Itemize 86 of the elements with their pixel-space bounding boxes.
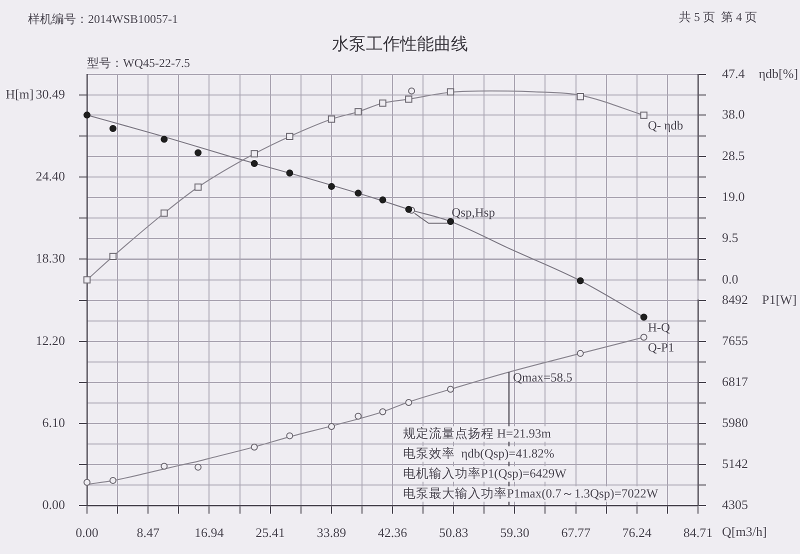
x-tick-label: 16.94 [194, 524, 224, 540]
x-tick-label: 0.00 [76, 524, 98, 540]
y2-tick-label: 47.4 [722, 66, 746, 81]
point [160, 136, 168, 143]
point [160, 462, 168, 470]
y-axis-title: H[m] [6, 86, 34, 102]
point [447, 386, 454, 393]
y3-tick-label: 7655 [722, 332, 748, 348]
chart-subtitle: 型号：WQ45-22-7.5 [87, 56, 190, 70]
annotation: 规定流量点扬程 H=21.93m [402, 425, 552, 440]
y-tick-label: 6.10 [42, 414, 65, 430]
point [286, 432, 294, 440]
series-label: H-Q [648, 320, 670, 334]
chart-title: 水泵工作性能曲线 [332, 34, 468, 54]
point [576, 277, 584, 284]
x-tick-label: 33.89 [316, 524, 346, 540]
point [379, 408, 386, 416]
y-tick-label: 12.20 [36, 332, 65, 348]
x-tick-label: 59.30 [500, 524, 530, 540]
point [328, 182, 336, 190]
point [109, 125, 116, 132]
point [640, 314, 648, 321]
point [405, 96, 412, 103]
point [379, 196, 386, 204]
x-tick-label: 84.71 [683, 524, 713, 540]
point [84, 112, 90, 119]
y-tick-label: 18.30 [36, 250, 65, 266]
x-tick-label: 76.24 [622, 524, 652, 540]
point [576, 350, 584, 357]
point [447, 218, 454, 225]
ref-line-label: Qmax=58.5 [512, 370, 572, 384]
point [83, 276, 91, 284]
point [250, 160, 258, 168]
y3-tick-label: 6817 [722, 374, 748, 389]
point [194, 184, 202, 191]
y3-tick-label: 8492 [722, 292, 748, 307]
series-label: Q-P1 [648, 340, 674, 355]
x-tick-label: 8.47 [136, 524, 160, 540]
x-axis-title: Q[m3/h] [722, 524, 767, 540]
text: 样机编号：2014WSB10057-1 [28, 12, 178, 26]
point [286, 169, 294, 176]
point [405, 206, 412, 213]
point [354, 190, 362, 197]
point [84, 478, 90, 486]
point [405, 398, 412, 406]
x-tick-label: 25.41 [256, 524, 285, 540]
annotation: 电泵最大输入功率P1max(0.7～1.3Qsp)=7022W [402, 485, 658, 500]
point [194, 149, 202, 156]
y3-axis-title: P1[W] [762, 292, 797, 307]
legend-label: Qsp,Hsp [452, 206, 495, 220]
point [109, 476, 116, 484]
series-label: Q- ηdb [648, 118, 684, 132]
text: 共 5 页 第 4 页 [679, 10, 757, 24]
y-tick-label: 24.40 [36, 168, 65, 184]
x-tick-label: 42.36 [378, 524, 408, 540]
point [328, 423, 336, 430]
point [446, 88, 454, 96]
y-tick-label: 30.49 [36, 86, 65, 102]
y-tick-label: 0.00 [42, 497, 65, 512]
y2-tick-label: 9.5 [722, 230, 738, 246]
point [160, 210, 168, 217]
annotation: 电机输入功率P1(Qsp)=6429W [402, 465, 567, 480]
point [328, 116, 336, 123]
y3-tick-label: 5142 [722, 456, 748, 472]
point [354, 412, 362, 420]
y2-tick-label: 19.0 [722, 188, 745, 204]
point [250, 150, 258, 158]
point [408, 87, 416, 94]
y2-axis-title: ηdb[%] [758, 66, 798, 81]
point [640, 112, 648, 119]
point [576, 92, 584, 100]
y2-tick-label: 0.0 [722, 271, 738, 286]
point [354, 108, 362, 116]
annotation: 电泵效率 ηdb(Qsp)=41.82% [402, 445, 554, 460]
y3-tick-label: 4305 [722, 497, 748, 512]
x-tick-label: 50.83 [439, 524, 468, 540]
y2-tick-label: 38.0 [722, 106, 745, 122]
x-tick-label: 67.77 [561, 524, 591, 540]
point [286, 132, 294, 140]
y3-tick-label: 5980 [722, 414, 748, 430]
point [379, 99, 386, 107]
point [250, 444, 258, 451]
point [194, 464, 202, 471]
point [640, 334, 648, 341]
y2-tick-label: 28.5 [722, 148, 745, 163]
point [109, 252, 117, 260]
